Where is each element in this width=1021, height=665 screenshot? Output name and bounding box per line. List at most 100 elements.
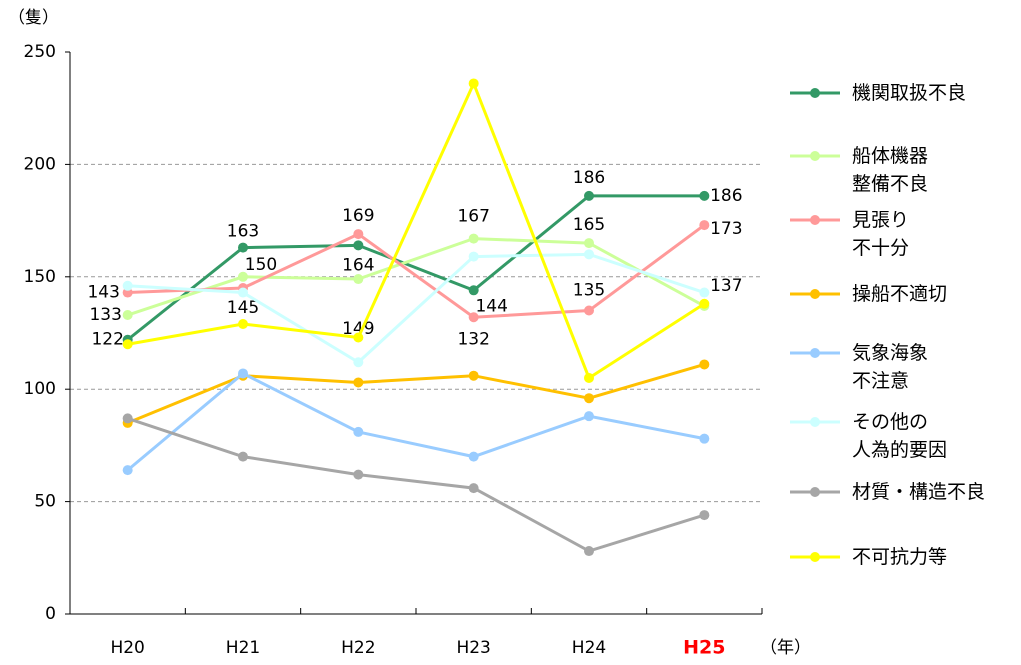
point [699, 190, 710, 201]
y-unit: （隻） [8, 8, 59, 28]
data-label: 186 [573, 168, 605, 188]
point [468, 451, 479, 462]
legend-label: 気象海象 不注意 [852, 342, 929, 392]
y-tick-label: 200 [24, 154, 56, 174]
legend-label: 不可抗力等 [852, 546, 948, 568]
data-label: 143 [87, 283, 119, 303]
series-line [127, 79, 706, 381]
x-unit: （年） [760, 638, 811, 658]
point [353, 229, 364, 240]
x-tick-label: H25 [683, 637, 725, 659]
point [699, 220, 710, 231]
data-label: 173 [710, 219, 742, 239]
point [468, 370, 479, 381]
data-label: 132 [457, 329, 489, 349]
legend-marker [810, 348, 820, 358]
point [468, 312, 479, 323]
point [122, 465, 133, 476]
point [584, 305, 594, 316]
point [468, 233, 479, 244]
point [122, 280, 133, 291]
point [122, 310, 133, 321]
point [699, 359, 710, 370]
data-label: 169 [342, 206, 374, 226]
series-line [127, 252, 705, 365]
data-label: 163 [227, 222, 259, 242]
data-label: 150 [245, 255, 277, 275]
series-line [126, 194, 705, 341]
legend-marker [810, 487, 820, 497]
data-label: 145 [227, 298, 259, 318]
point [353, 240, 364, 251]
y-tick-label: 50 [34, 492, 56, 512]
point [584, 393, 594, 404]
point [584, 372, 594, 383]
point [468, 78, 479, 89]
point [353, 377, 364, 388]
data-label: 122 [91, 330, 123, 350]
point [468, 251, 479, 262]
point [468, 483, 479, 494]
legend-label: 操船不適切 [852, 283, 948, 305]
series-line [127, 223, 706, 319]
legend-label: 機関取扱不良 [852, 82, 967, 104]
legend-label: その他の 人為的要因 [852, 411, 948, 461]
legend-label: 船体機器 整備不良 [852, 145, 929, 195]
x-tick-label: H24 [572, 638, 606, 658]
point [353, 332, 364, 343]
point [353, 357, 364, 368]
series-line [126, 371, 705, 472]
data-label: 167 [457, 207, 489, 227]
series-line [127, 363, 705, 425]
series-line [127, 237, 706, 317]
point [238, 287, 248, 298]
point [468, 285, 479, 296]
data-label: 133 [89, 305, 121, 325]
y-tick-label: 250 [24, 42, 56, 62]
legend-marker [810, 289, 820, 299]
y-tick-label: 0 [45, 604, 56, 624]
point [699, 433, 710, 444]
point [353, 426, 364, 437]
point [238, 451, 248, 462]
x-tick-label: H21 [226, 638, 260, 658]
point [238, 368, 248, 379]
series-line [127, 417, 705, 553]
point [353, 274, 364, 285]
legend-marker [810, 552, 820, 562]
point [699, 298, 710, 309]
legend-marker [810, 88, 820, 98]
x-tick-label: H22 [341, 638, 375, 658]
point [584, 411, 594, 422]
point [699, 287, 710, 298]
data-label: 144 [475, 296, 507, 316]
point [584, 546, 594, 557]
legend-marker [810, 151, 820, 161]
point [584, 238, 594, 249]
point [122, 413, 133, 424]
y-tick-label: 150 [24, 267, 56, 287]
data-label: 164 [342, 255, 374, 275]
y-tick-label: 100 [24, 379, 56, 399]
point [699, 510, 710, 521]
data-label: 135 [573, 281, 605, 301]
x-tick-label: H20 [110, 638, 144, 658]
point [238, 242, 248, 253]
data-label: 149 [342, 319, 374, 339]
legend-label: 見張り 不十分 [852, 209, 910, 259]
data-label: 186 [710, 186, 742, 206]
point [122, 339, 133, 350]
point [238, 319, 248, 330]
legend-label: 材質・構造不良 [852, 481, 986, 503]
point [238, 271, 248, 282]
data-label: 137 [710, 276, 742, 296]
legend-marker [810, 417, 820, 427]
data-label: 165 [573, 215, 605, 235]
x-tick-label: H23 [456, 638, 490, 658]
point [584, 190, 594, 201]
point [584, 249, 594, 260]
legend-marker [810, 215, 820, 225]
point [353, 469, 364, 480]
